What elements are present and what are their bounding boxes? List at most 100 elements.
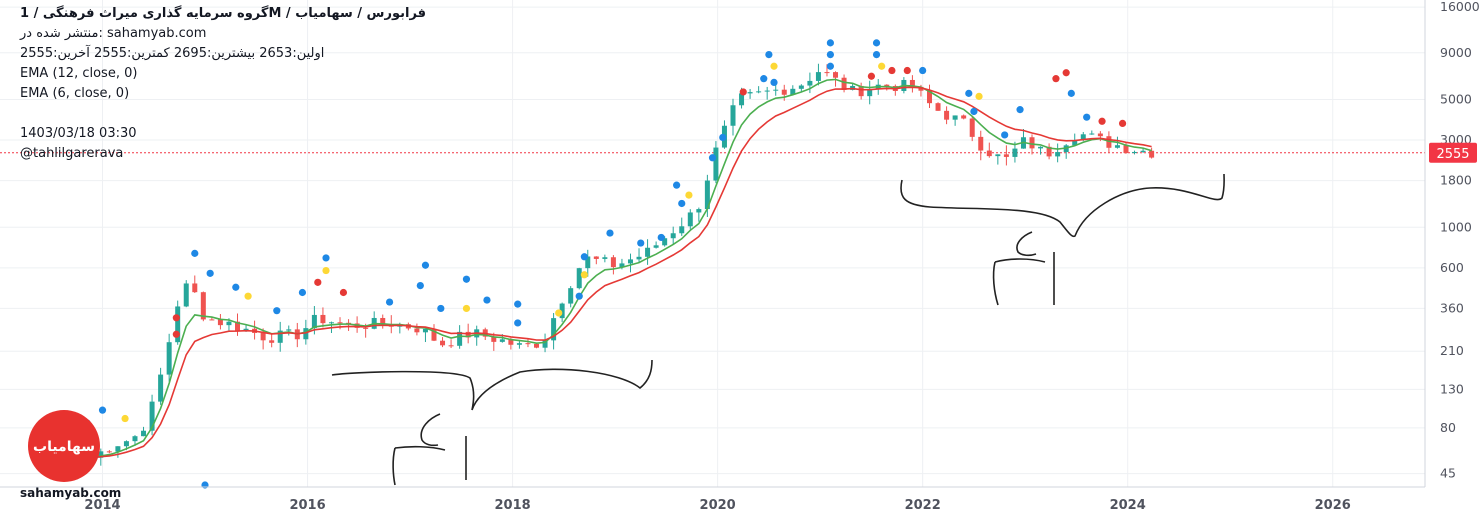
- candle-down: [926, 90, 932, 104]
- signal-dot-blue: [232, 283, 240, 291]
- y-tick-label: 130: [1440, 381, 1464, 396]
- logo-badge-text: سهامیاب: [33, 439, 95, 455]
- last-price-label: 2555: [1429, 142, 1477, 163]
- candle-down: [935, 103, 941, 111]
- signal-dot-red: [903, 66, 911, 75]
- candle-up: [670, 233, 676, 239]
- signal-dot-blue: [657, 233, 665, 242]
- candle-up: [1072, 140, 1078, 146]
- signal-dot-red: [339, 288, 348, 297]
- candle-down: [217, 319, 223, 326]
- signal-dot-blue: [678, 199, 686, 208]
- signal-dot-blue: [575, 292, 583, 300]
- x-tick-label: 2016: [289, 498, 325, 513]
- signal-dot-blue: [483, 296, 491, 304]
- candle-up: [115, 446, 121, 452]
- candle-up: [576, 268, 582, 289]
- candle-down: [525, 343, 531, 345]
- chart-grid: [0, 0, 1425, 487]
- candle-up: [1038, 146, 1044, 149]
- candle-up: [166, 342, 172, 375]
- signal-dot-red: [1098, 117, 1106, 125]
- candle-up: [277, 330, 283, 343]
- candle-down: [192, 283, 198, 293]
- candle-down: [978, 136, 984, 151]
- candle-down: [414, 328, 420, 333]
- time-axis[interactable]: 2014 2016 2018 2020 2022 2024 2026: [0, 486, 1425, 513]
- candle-up: [328, 322, 334, 324]
- signal-dot-blue: [970, 107, 978, 116]
- candle-up: [627, 259, 633, 264]
- signal-dot-red: [1052, 75, 1060, 83]
- glyph-mark-5: [1016, 231, 1037, 257]
- candle-down: [1029, 137, 1035, 149]
- signal-dot-yellow: [878, 62, 886, 70]
- signal-dot-blue: [462, 275, 471, 283]
- y-tick-label: 80: [1440, 420, 1456, 435]
- candle-up: [687, 212, 693, 227]
- candle-up: [585, 256, 591, 269]
- signal-dot-red: [314, 278, 322, 286]
- signal-dot-blue: [872, 39, 881, 47]
- candle-up: [183, 283, 189, 307]
- signal-dot-blue: [637, 239, 645, 247]
- x-tick-label: 2026: [1315, 498, 1351, 513]
- candle-up: [175, 306, 181, 343]
- candle-up: [798, 85, 804, 89]
- candle-down: [337, 322, 343, 324]
- candle-up: [815, 72, 821, 81]
- candle-down: [593, 256, 599, 259]
- candle-up: [1012, 148, 1018, 157]
- candle-up: [499, 339, 505, 342]
- candle-down: [440, 340, 446, 346]
- candle-down: [1046, 146, 1052, 157]
- candle-up: [952, 115, 958, 120]
- x-tick-label: 2018: [494, 498, 530, 513]
- glyph-mark-6: [992, 261, 999, 306]
- signal-dot-blue: [514, 300, 522, 308]
- candle-up: [662, 238, 668, 246]
- signal-dot-blue: [760, 75, 768, 83]
- signal-dot-blue: [606, 229, 614, 237]
- candle-down: [1123, 145, 1129, 154]
- candle-up: [790, 88, 796, 95]
- signal-dot-blue: [1016, 106, 1024, 114]
- signal-dot-yellow: [555, 309, 563, 317]
- candle-down: [1149, 150, 1155, 158]
- candle-up: [636, 256, 642, 260]
- candle-up: [243, 328, 249, 331]
- candle-down: [209, 319, 215, 321]
- signal-dot-yellow: [244, 292, 252, 300]
- glyph-mark-1: [420, 413, 441, 447]
- signal-dot-blue: [719, 133, 727, 142]
- glyph-mark-7: [994, 258, 1046, 263]
- price-axis[interactable]: 4580130210360600100018003000500090001600…: [1424, 0, 1480, 487]
- signal-dot-red: [172, 330, 180, 338]
- candle-up: [867, 89, 873, 97]
- candle-up: [1089, 133, 1095, 135]
- symbol-title: گروه سرمایه گذاری میراث فرهنگی / 1M / فر…: [20, 6, 427, 21]
- candle-down: [918, 86, 924, 91]
- candle-down: [1003, 154, 1009, 157]
- signal-dot-blue: [206, 269, 214, 277]
- signal-dot-blue: [826, 39, 834, 47]
- signal-dot-blue: [770, 78, 778, 87]
- candle-up: [730, 105, 736, 126]
- candle-down: [610, 257, 616, 268]
- candle-down: [961, 115, 967, 119]
- ema-fast-legend[interactable]: EMA (12, close, 0): [20, 66, 138, 81]
- signal-dot-blue: [298, 288, 307, 297]
- signal-dot-yellow: [770, 62, 778, 70]
- signal-dot-blue: [385, 298, 394, 306]
- candle-up: [645, 247, 651, 257]
- candle-up: [226, 321, 232, 326]
- signal-dot-blue: [1083, 113, 1091, 121]
- candle-down: [944, 110, 950, 120]
- candle-down: [380, 317, 386, 325]
- candle-up: [568, 288, 574, 304]
- ema-slow-legend[interactable]: EMA (6, close, 0): [20, 86, 130, 101]
- bracket-curve-1: [331, 359, 653, 411]
- candle-up: [149, 401, 155, 431]
- signal-dot-yellow: [975, 92, 983, 100]
